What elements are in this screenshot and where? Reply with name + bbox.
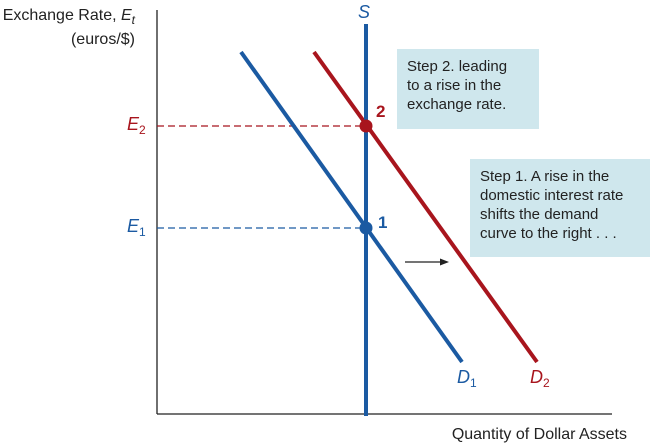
- step1-annotation: Step 1. A rise in the domestic interest …: [470, 159, 650, 257]
- point-1-label: 1: [378, 213, 388, 232]
- equilibrium-point-1: [359, 221, 373, 235]
- shift-arrow-head: [440, 258, 449, 266]
- e1-label: E1: [127, 216, 146, 239]
- e2-letter: E: [127, 114, 140, 134]
- step2-text: Step 2. leading to a rise in the exchang…: [407, 58, 508, 113]
- d2-letter: D: [530, 367, 543, 387]
- y-axis-units: (euros/$): [70, 31, 135, 49]
- d2-subscript: 2: [543, 376, 550, 390]
- e2-label: E2: [127, 114, 146, 137]
- equilibrium-point-2: [359, 119, 373, 133]
- step2-annotation: Step 2. leading to a rise in the exchang…: [397, 49, 539, 129]
- demand-curve-d1: [239, 50, 464, 364]
- x-axis-label: Quantity of Dollar Assets: [451, 426, 627, 443]
- d2-label: D2: [530, 367, 550, 390]
- d1-letter: D: [457, 367, 470, 387]
- e2-subscript: 2: [139, 123, 146, 137]
- e1-letter: E: [127, 216, 140, 236]
- demand-curve-d2: [312, 50, 539, 364]
- y-axis-label: Exchange Rate, Et (euros/$): [3, 6, 135, 50]
- y-axis-label-symbol: E: [120, 7, 132, 24]
- point-2-label: 2: [376, 102, 386, 121]
- y-axis-label-subscript: t: [131, 13, 135, 28]
- e1-subscript: 1: [139, 225, 146, 239]
- supply-label: S: [358, 2, 371, 22]
- y-axis-label-text: Exchange Rate,: [2, 7, 121, 24]
- d1-subscript: 1: [470, 376, 477, 390]
- d1-label: D1: [457, 367, 477, 390]
- step1-text: Step 1. A rise in the domestic interest …: [480, 168, 624, 242]
